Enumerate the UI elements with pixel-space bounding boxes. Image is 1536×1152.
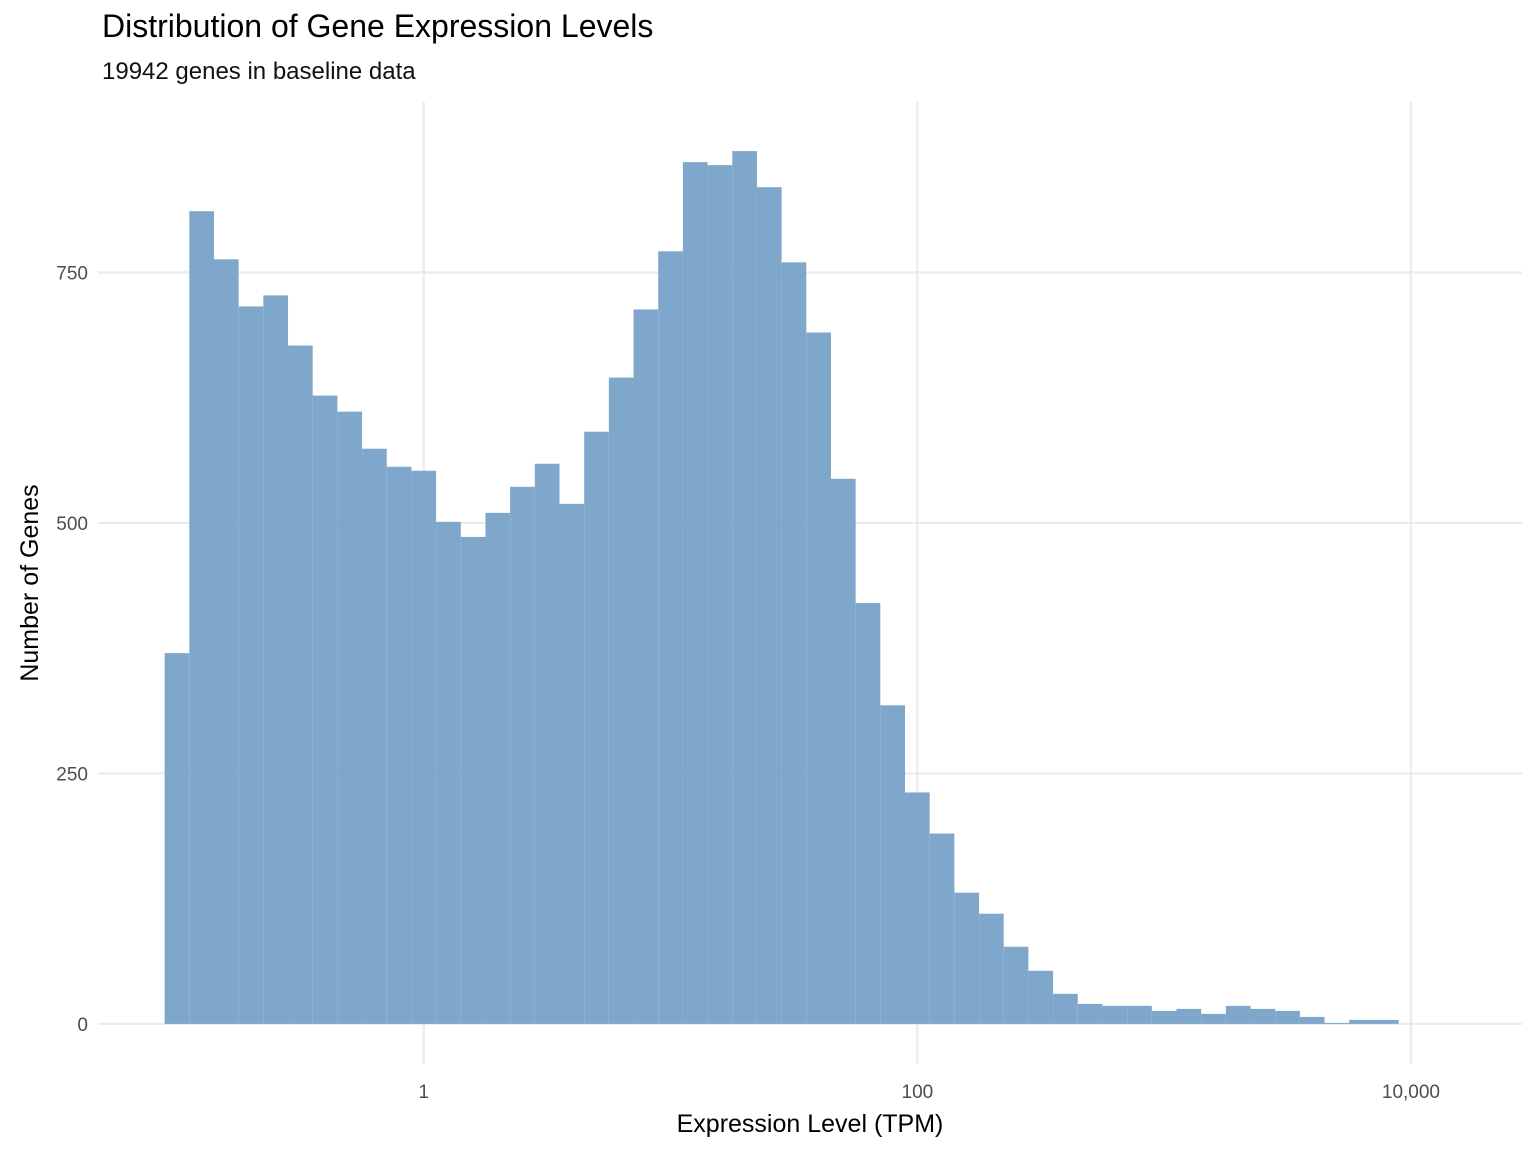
histogram-bar bbox=[1176, 1008, 1202, 1024]
histogram-bar bbox=[534, 463, 560, 1024]
histogram-bar bbox=[682, 162, 708, 1024]
chart-subtitle: 19942 genes in baseline data bbox=[102, 58, 416, 85]
histogram-bar bbox=[1349, 1019, 1374, 1024]
histogram-bar bbox=[658, 251, 683, 1024]
y-tick-label: 250 bbox=[56, 764, 88, 785]
histogram-bar bbox=[781, 262, 807, 1024]
x-tick-label: 100 bbox=[902, 1082, 934, 1103]
y-axis-title: Number of Genes bbox=[16, 484, 44, 681]
x-axis-title: Expression Level (TPM) bbox=[677, 1110, 944, 1138]
histogram-bar bbox=[1077, 1003, 1103, 1024]
histogram-bar bbox=[954, 892, 980, 1024]
histogram-bar bbox=[1053, 993, 1078, 1024]
histogram-bar bbox=[584, 431, 609, 1024]
histogram-bar bbox=[1003, 946, 1029, 1024]
x-tick-label: 1 bbox=[418, 1082, 429, 1103]
histogram-bar bbox=[189, 211, 214, 1024]
axis-labels: 0 250 500 750 1 100 10,000 Expression Level (TP… bbox=[16, 263, 1440, 1138]
histogram-bar bbox=[806, 332, 831, 1024]
histogram-bar bbox=[436, 521, 461, 1024]
histogram-bar bbox=[288, 345, 313, 1024]
histogram-bar bbox=[1324, 1022, 1350, 1024]
histogram-bar bbox=[855, 603, 881, 1024]
histogram-bar bbox=[263, 295, 289, 1024]
histogram-bar bbox=[460, 536, 486, 1024]
histogram-bar bbox=[362, 448, 387, 1024]
y-tick-label: 500 bbox=[56, 514, 88, 535]
chart-title: Distribution of Gene Expression Levels bbox=[102, 8, 654, 44]
histogram-bar bbox=[1299, 1016, 1325, 1024]
histogram-bar bbox=[386, 466, 412, 1024]
histogram-bar bbox=[1373, 1019, 1399, 1024]
histogram-bar bbox=[880, 705, 906, 1024]
histogram-bar bbox=[633, 309, 659, 1024]
histogram-bar bbox=[707, 165, 733, 1024]
histogram-bar bbox=[1225, 1005, 1251, 1024]
y-tick-label: 750 bbox=[56, 263, 88, 284]
histogram-bar bbox=[337, 411, 363, 1024]
histogram-bar bbox=[1127, 1005, 1152, 1024]
histogram-bar bbox=[411, 470, 437, 1024]
histogram-bars bbox=[164, 151, 1399, 1024]
histogram-bar bbox=[1151, 1010, 1177, 1024]
histogram-bar bbox=[1102, 1005, 1128, 1024]
histogram-bar bbox=[756, 187, 782, 1024]
histogram-bar bbox=[1201, 1013, 1226, 1024]
histogram-bar bbox=[238, 306, 264, 1024]
histogram-bar bbox=[485, 512, 511, 1024]
histogram-bar bbox=[608, 377, 634, 1024]
histogram-bar bbox=[510, 486, 535, 1024]
histogram-bar bbox=[164, 653, 190, 1024]
histogram-bar bbox=[1028, 970, 1054, 1024]
histogram-bar bbox=[905, 792, 930, 1024]
histogram-bar bbox=[312, 395, 338, 1024]
histogram-bar bbox=[1275, 1010, 1300, 1024]
y-tick-label: 0 bbox=[77, 1015, 88, 1036]
histogram-bar bbox=[979, 913, 1004, 1024]
x-tick-label: 10,000 bbox=[1382, 1082, 1440, 1103]
histogram-bar bbox=[732, 151, 757, 1024]
histogram-bar bbox=[1250, 1008, 1276, 1024]
histogram-bar bbox=[929, 833, 955, 1024]
histogram-bar bbox=[559, 503, 585, 1024]
histogram-bar bbox=[830, 478, 856, 1024]
histogram-bar bbox=[213, 259, 239, 1024]
